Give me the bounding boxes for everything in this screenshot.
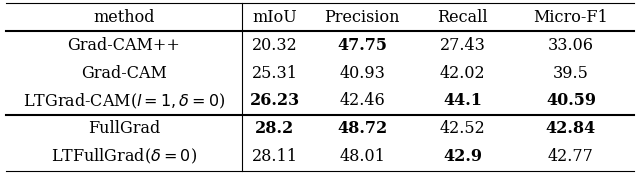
Text: 42.77: 42.77 [548, 148, 594, 165]
Text: 33.06: 33.06 [548, 37, 594, 54]
Text: 48.72: 48.72 [337, 120, 387, 137]
Text: 40.93: 40.93 [339, 65, 385, 82]
Text: 26.23: 26.23 [250, 92, 300, 109]
Text: 42.46: 42.46 [339, 92, 385, 109]
Text: mIoU: mIoU [252, 9, 297, 26]
Text: 28.2: 28.2 [255, 120, 294, 137]
Text: 42.84: 42.84 [546, 120, 596, 137]
Text: method: method [93, 9, 155, 26]
Text: 20.32: 20.32 [252, 37, 298, 54]
Text: 40.59: 40.59 [546, 92, 596, 109]
Text: Grad-CAM: Grad-CAM [81, 65, 167, 82]
Text: 27.43: 27.43 [440, 37, 486, 54]
Text: Micro-F1: Micro-F1 [534, 9, 608, 26]
Text: 28.11: 28.11 [252, 148, 298, 165]
Text: Grad-CAM++: Grad-CAM++ [68, 37, 180, 54]
Text: FullGrad: FullGrad [88, 120, 160, 137]
Text: LTGrad-CAM($l = 1, \delta = 0$): LTGrad-CAM($l = 1, \delta = 0$) [23, 91, 225, 110]
Text: 47.75: 47.75 [337, 37, 387, 54]
Text: 42.9: 42.9 [443, 148, 482, 165]
Text: 48.01: 48.01 [339, 148, 385, 165]
Text: LTFullGrad($\delta = 0$): LTFullGrad($\delta = 0$) [51, 147, 197, 166]
Text: 42.02: 42.02 [440, 65, 486, 82]
Text: 44.1: 44.1 [443, 92, 482, 109]
Text: Precision: Precision [324, 9, 400, 26]
Text: Recall: Recall [437, 9, 488, 26]
Text: 39.5: 39.5 [553, 65, 589, 82]
Text: 25.31: 25.31 [252, 65, 298, 82]
Text: 42.52: 42.52 [440, 120, 486, 137]
